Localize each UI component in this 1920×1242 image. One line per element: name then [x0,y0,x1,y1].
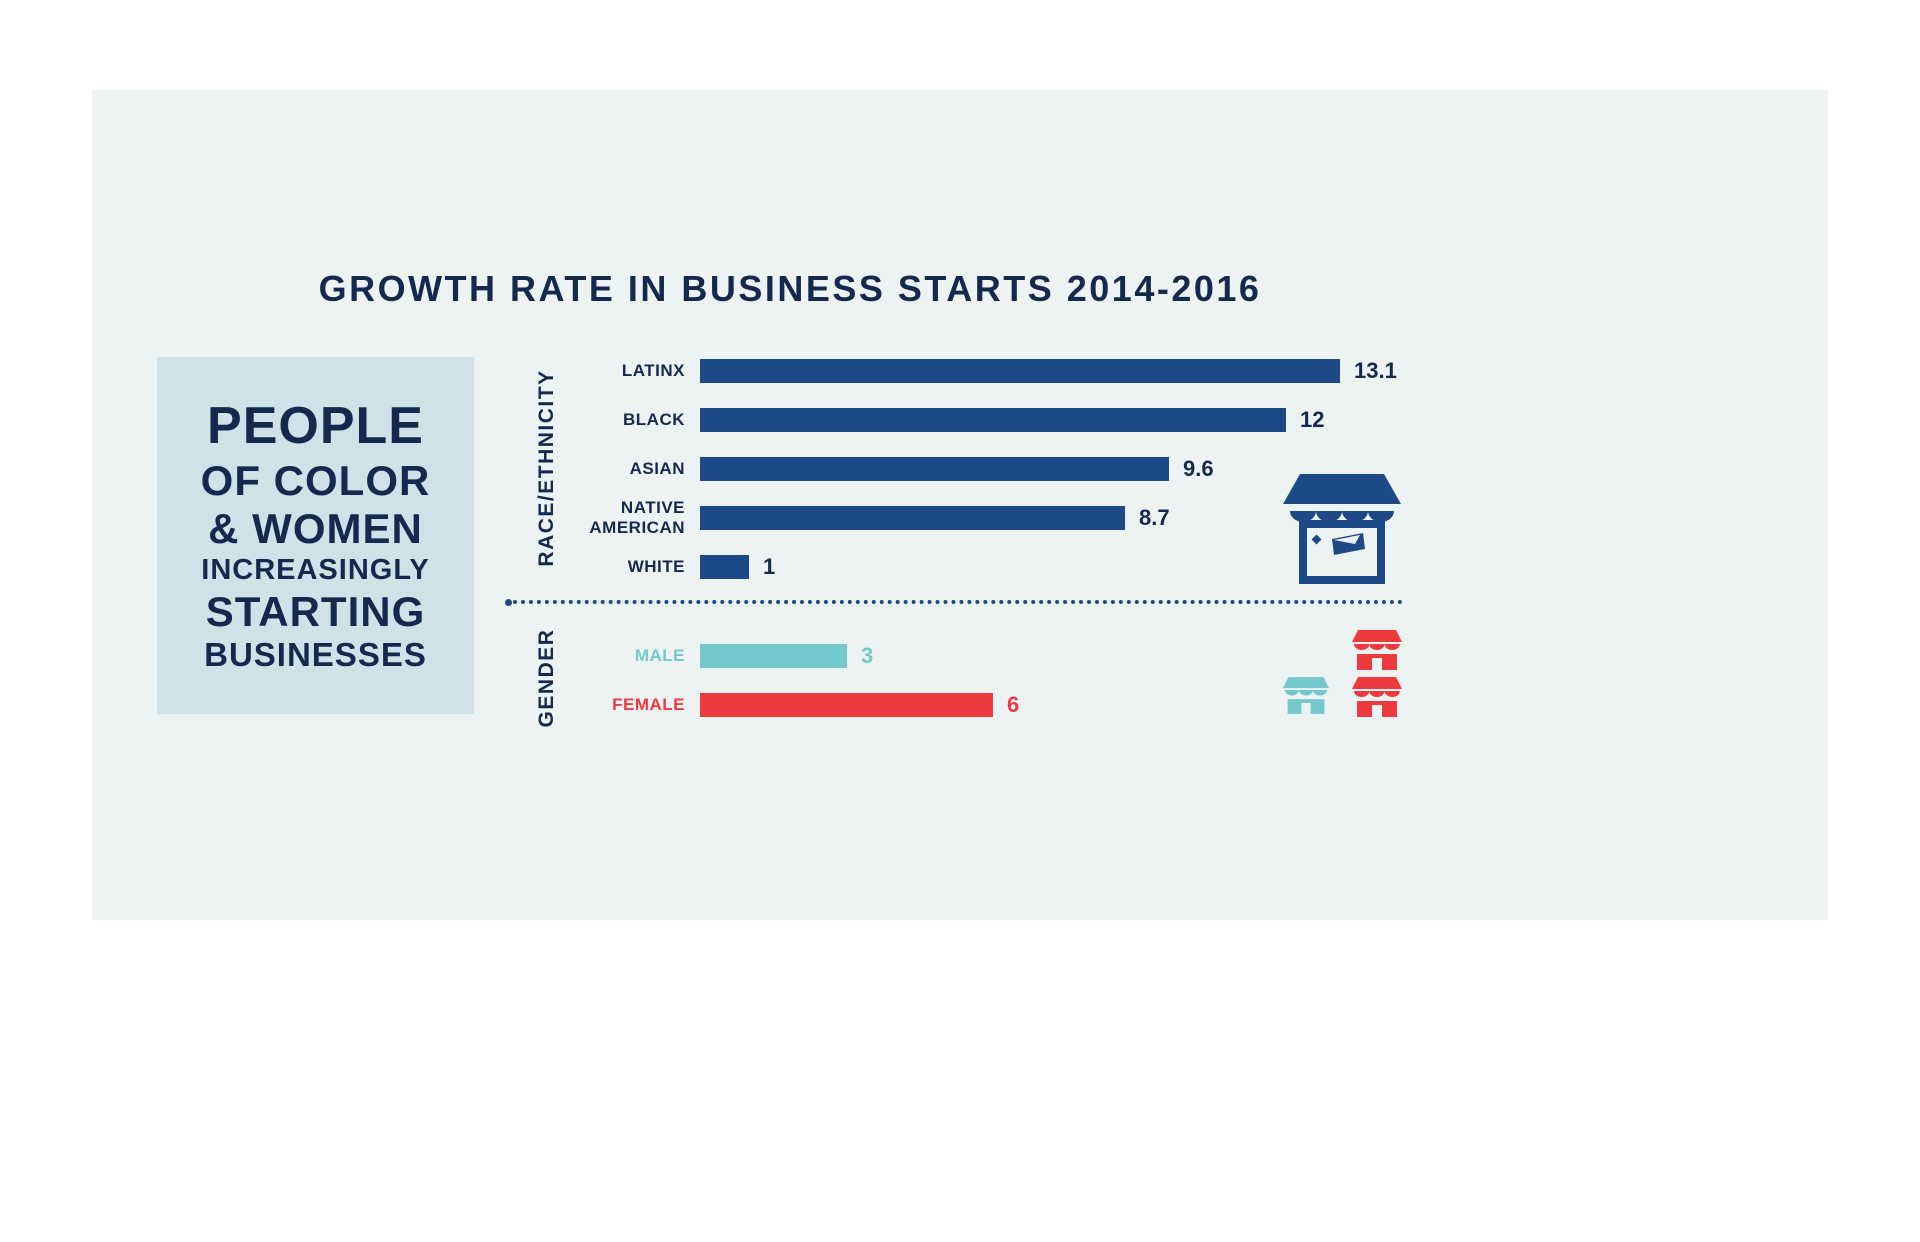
bar-row: FEMALE 6 [565,680,1019,729]
divider-dot [505,599,512,606]
bar-value: 13.1 [1354,357,1397,383]
bar-row: ASIAN 9.6 [565,444,1397,493]
axis-label-race-ethnicity: RACE/ETHNICITY [535,369,558,567]
bar-label: FEMALE [612,694,685,714]
bar-label: BLACK [623,409,685,429]
callout-line: & WOMEN [208,505,423,553]
bar-value: 8.7 [1139,504,1170,530]
storefront-icon-red-bottom [1352,677,1402,717]
bar-label: MALE [634,645,685,665]
storefront-icon-teal [1283,677,1329,714]
bar-label: NATIVE AMERICAN [589,497,685,537]
dotted-divider [513,600,1403,604]
bar [700,456,1169,481]
bar-value: 12 [1300,406,1325,432]
callout-box: PEOPLE OF COLOR & WOMEN INCREASINGLY STA… [157,357,474,714]
callout-line: BUSINESSES [204,636,427,674]
bar-label: LATINX [621,360,685,380]
bar-group-gender: MALE 3 FEMALE 6 [565,631,1019,729]
bar-row: BLACK 12 [565,395,1397,444]
callout-line: STARTING [205,587,426,635]
bar-value: 1 [763,553,776,579]
storefront-icon-navy [1283,474,1401,584]
callout-line: OF COLOR [200,456,431,504]
bar-group-race-ethnicity: LATINX 13.1 BLACK 12 ASIAN 9.6 NATIVE AMERICAN… [565,346,1397,591]
bar-value: 6 [1007,691,1020,717]
bar-label: WHITE [627,556,685,576]
chart-title: GROWTH RATE IN BUSINESS STARTS 2014-2016 [318,268,1262,309]
bar [700,358,1340,383]
bar-row: MALE 3 [565,631,1019,680]
storefront-icon-red-top [1352,630,1402,670]
bar [700,505,1125,530]
callout-line: INCREASINGLY [201,554,430,587]
bar [700,554,749,579]
bar-row: NATIVE AMERICAN 8.7 [565,493,1397,542]
bar-row: WHITE 1 [565,542,1397,591]
bar [700,692,993,717]
bar-label: ASIAN [629,458,685,478]
bar-row: LATINX 13.1 [565,346,1397,395]
bar-value: 3 [861,642,874,668]
bar [700,407,1286,432]
axis-label-gender: GENDER [535,628,558,728]
bar-value: 9.6 [1183,455,1214,481]
callout-line: PEOPLE [207,397,424,456]
bar [700,643,847,668]
